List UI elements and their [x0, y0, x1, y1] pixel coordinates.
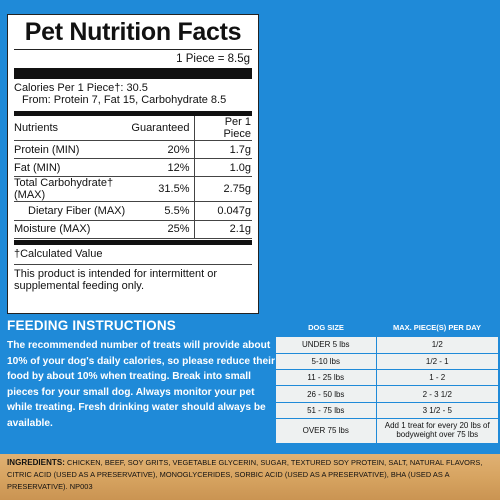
wood-footer-background	[0, 454, 500, 500]
nutrient-per-piece: 1.7g	[193, 140, 252, 160]
dose-row: 51 - 75 lbs 3 1/2 - 5	[276, 402, 498, 419]
dose-pieces: 1 - 2	[376, 369, 498, 387]
dose-pieces: 1/2	[376, 337, 498, 354]
dose-size: 26 - 50 lbs	[276, 385, 377, 403]
nutrient-row: Moisture (MAX) 25% 2.1g	[14, 220, 252, 239]
dose-size: OVER 75 lbs	[276, 418, 377, 444]
dose-size: UNDER 5 lbs	[276, 337, 377, 354]
nutrient-name: Total Carbohydrate† (MAX)	[14, 176, 132, 203]
nutrition-facts-panel: Pet Nutrition Facts 1 Piece = 8.5g Calor…	[7, 14, 259, 314]
dose-header-row: DOG SIZE MAX. PIECE(S) PER DAY	[276, 318, 498, 337]
header-dog-size: DOG SIZE	[308, 323, 344, 332]
header-per-piece: Per 1 Piece	[193, 116, 252, 141]
nutrient-guaranteed: 12%	[131, 158, 194, 178]
dose-row: UNDER 5 lbs 1/2	[276, 337, 498, 354]
header-guaranteed: Guaranteed	[131, 116, 194, 141]
nutrient-name: Dietary Fiber (MAX)	[14, 201, 132, 221]
nutrient-guaranteed: 5.5%	[131, 201, 194, 221]
header-max-pieces: MAX. PIECE(S) PER DAY	[392, 323, 482, 332]
header-nutrients: Nutrients	[14, 116, 132, 141]
dose-size: 51 - 75 lbs	[276, 402, 377, 419]
feeding-instructions-title: FEEDING INSTRUCTIONS	[7, 318, 177, 333]
nutrient-guaranteed: 25%	[131, 220, 194, 239]
bottom-divider	[14, 239, 252, 245]
nutrient-row: Total Carbohydrate† (MAX) 31.5% 2.75g	[14, 176, 252, 203]
ingredients-block: INGREDIENTS: CHICKEN, BEEF, SOY GRITS, V…	[7, 457, 495, 493]
nutrients-table: Nutrients Guaranteed Per 1 Piece Protein…	[14, 116, 252, 239]
nutrient-name: Moisture (MAX)	[14, 220, 132, 239]
dose-size: 11 - 25 lbs	[276, 369, 377, 387]
dose-pieces: 1/2 - 1	[376, 353, 498, 371]
medium-divider	[14, 111, 252, 116]
nutrients-header-row: Nutrients Guaranteed Per 1 Piece	[14, 116, 252, 141]
product-code: NP003	[69, 482, 93, 491]
nutrition-title: Pet Nutrition Facts	[14, 18, 252, 50]
feeding-instructions-body: The recommended number of treats will pr…	[7, 340, 275, 429]
ingredients-text: CHICKEN, BEEF, SOY GRITS, VEGETABLE GLYC…	[7, 458, 483, 491]
nutrient-per-piece: 1.0g	[193, 158, 252, 178]
nutrient-per-piece: 0.047g	[193, 201, 252, 221]
nutrient-row: Protein (MIN) 20% 1.7g	[14, 140, 252, 160]
feeding-disclaimer: This product is intended for intermitten…	[14, 267, 217, 292]
nutrient-per-piece: 2.1g	[193, 220, 252, 239]
dose-row: OVER 75 lbs Add 1 treat for every 20 lbs…	[276, 418, 498, 444]
ingredients-label: INGREDIENTS:	[7, 458, 65, 467]
thick-divider	[14, 68, 252, 79]
nutrient-name: Protein (MIN)	[14, 140, 132, 160]
dose-row: 5-10 lbs 1/2 - 1	[276, 353, 498, 371]
calories-line: Calories Per 1 Piece†: 30.5	[14, 82, 148, 94]
dose-table: DOG SIZE MAX. PIECE(S) PER DAY UNDER 5 l…	[276, 318, 498, 444]
nutrient-name: Fat (MIN)	[14, 158, 132, 178]
dose-pieces: Add 1 treat for every 20 lbs of bodyweig…	[376, 418, 498, 444]
serving-size: 1 Piece = 8.5g	[176, 53, 250, 65]
calculated-value-note: †Calculated Value	[14, 245, 252, 265]
nutrient-guaranteed: 31.5%	[131, 176, 194, 203]
calories-from-line: From: Protein 7, Fat 15, Carbohydrate 8.…	[22, 94, 227, 106]
nutrient-row: Dietary Fiber (MAX) 5.5% 0.047g	[14, 201, 252, 221]
dose-row: 11 - 25 lbs 1 - 2	[276, 369, 498, 387]
nutrient-guaranteed: 20%	[131, 140, 194, 160]
nutrient-row: Fat (MIN) 12% 1.0g	[14, 158, 252, 178]
dose-pieces: 2 - 3 1/2	[376, 385, 498, 403]
nutrient-per-piece: 2.75g	[193, 176, 252, 203]
dose-size: 5-10 lbs	[276, 353, 377, 371]
dose-row: 26 - 50 lbs 2 - 3 1/2	[276, 385, 498, 403]
dose-pieces: 3 1/2 - 5	[376, 402, 498, 419]
